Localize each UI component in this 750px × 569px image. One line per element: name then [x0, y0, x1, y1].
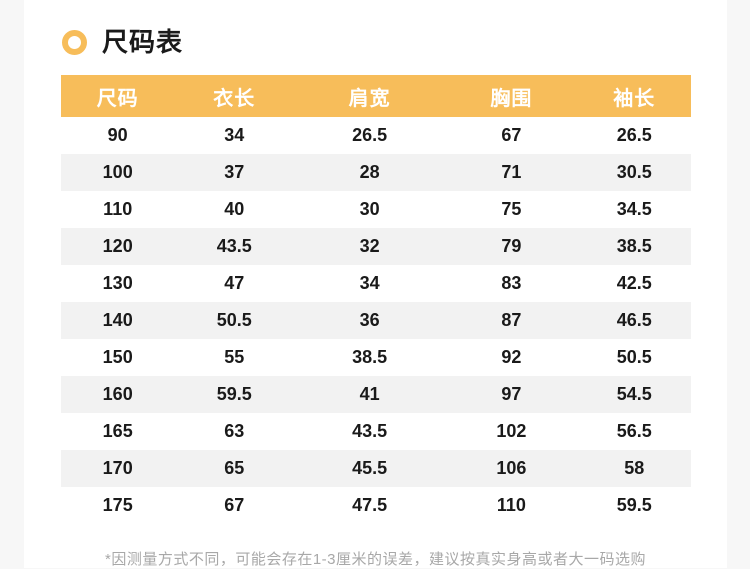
- table-cell: 67: [224, 495, 245, 515]
- table-row: 130 47 34 83 42.5: [61, 265, 691, 302]
- table-cell: 63: [224, 421, 245, 441]
- content-card: 尺码表 尺码 衣长 肩宽 胸围 袖长 90 34 26.5 67 26.5 100 37 28 71 30…: [24, 0, 727, 568]
- table-cell: 50.5: [616, 347, 652, 367]
- table-cell: 36: [359, 310, 380, 330]
- table-cell: 140: [102, 310, 133, 330]
- table-cell: 38.5: [352, 347, 388, 367]
- table-cell: 75: [501, 199, 522, 219]
- column-header: 衣长: [174, 75, 295, 117]
- table-row: 160 59.5 41 97 54.5: [61, 376, 691, 413]
- table-cell: 46.5: [616, 310, 652, 330]
- table-cell: 54.5: [616, 384, 652, 404]
- table-cell: 34: [224, 125, 245, 145]
- table-row: 100 37 28 71 30.5: [61, 154, 691, 191]
- table-cell: 130: [102, 273, 133, 293]
- page-title: 尺码表: [102, 27, 184, 57]
- table-cell: 30.5: [616, 162, 652, 182]
- table-cell: 43.5: [216, 236, 252, 256]
- footnote: *因测量方式不同，可能会存在1-3厘米的误差，建议按真实身高或者大一码选购: [104, 551, 647, 568]
- column-header: 胸围: [445, 75, 578, 117]
- table-cell: 41: [359, 384, 380, 404]
- table-row: 120 43.5 32 79 38.5: [61, 228, 691, 265]
- table-header-row: 尺码 衣长 肩宽 胸围 袖长: [61, 75, 691, 117]
- table-row: 170 65 45.5 106 58: [61, 450, 691, 487]
- table-cell: 47.5: [352, 495, 388, 515]
- table-cell: 92: [501, 347, 522, 367]
- table-cell: 37: [224, 162, 245, 182]
- table-cell: 67: [501, 125, 522, 145]
- table-cell: 26.5: [616, 125, 652, 145]
- table-cell: 170: [102, 458, 133, 478]
- size-table: 尺码 衣长 肩宽 胸围 袖长 90 34 26.5 67 26.5 100 37 28 71 30.5 11…: [61, 75, 691, 524]
- table-cell: 106: [496, 458, 527, 478]
- table-cell: 65: [224, 458, 245, 478]
- table-cell: 87: [501, 310, 522, 330]
- table-cell: 59.5: [616, 495, 652, 515]
- table-cell: 56.5: [616, 421, 652, 441]
- table-cell: 110: [103, 199, 133, 219]
- column-header: 肩宽: [294, 75, 446, 117]
- table-cell: 79: [501, 236, 522, 256]
- table-cell: 100: [102, 162, 133, 182]
- table-cell: 43.5: [352, 421, 388, 441]
- table-row: 110 40 30 75 34.5: [61, 191, 691, 228]
- table-cell: 55: [224, 347, 245, 367]
- table-cell: 32: [359, 236, 380, 256]
- table-cell: 28: [359, 162, 380, 182]
- table-body: 90 34 26.5 67 26.5 100 37 28 71 30.5 110 40 30 75 34.5…: [61, 117, 691, 524]
- table-row: 150 55 38.5 92 50.5: [61, 339, 691, 376]
- table-cell: 34.5: [616, 199, 652, 219]
- table-cell: 90: [107, 125, 128, 145]
- table-cell: 97: [501, 384, 522, 404]
- table-cell: 40: [224, 199, 245, 219]
- table-cell: 34: [359, 273, 380, 293]
- table-row: 165 63 43.5 102 56.5: [61, 413, 691, 450]
- table-cell: 71: [501, 162, 522, 182]
- table-cell: 45.5: [352, 458, 388, 478]
- table-cell: 58: [624, 458, 645, 478]
- column-header: 尺码: [61, 75, 175, 117]
- table-cell: 110: [496, 495, 526, 515]
- table-cell: 26.5: [352, 125, 388, 145]
- ring-icon: [62, 29, 87, 55]
- table-cell: 175: [102, 495, 133, 515]
- table-cell: 47: [224, 273, 245, 293]
- column-header: 袖长: [577, 75, 691, 117]
- table-cell: 30: [359, 199, 380, 219]
- table-row: 140 50.5 36 87 46.5: [61, 302, 691, 339]
- table-row: 175 67 47.5 110 59.5: [61, 487, 691, 524]
- table-cell: 160: [102, 384, 133, 404]
- table-cell: 83: [501, 273, 522, 293]
- table-cell: 165: [102, 421, 133, 441]
- table-cell: 59.5: [216, 384, 252, 404]
- table-row: 90 34 26.5 67 26.5: [61, 117, 691, 154]
- table-cell: 42.5: [616, 273, 652, 293]
- table-cell: 150: [102, 347, 133, 367]
- table-cell: 50.5: [216, 310, 252, 330]
- table-cell: 102: [496, 421, 527, 441]
- table-cell: 120: [102, 236, 133, 256]
- table-cell: 38.5: [616, 236, 652, 256]
- section-header: 尺码表: [24, 0, 727, 57]
